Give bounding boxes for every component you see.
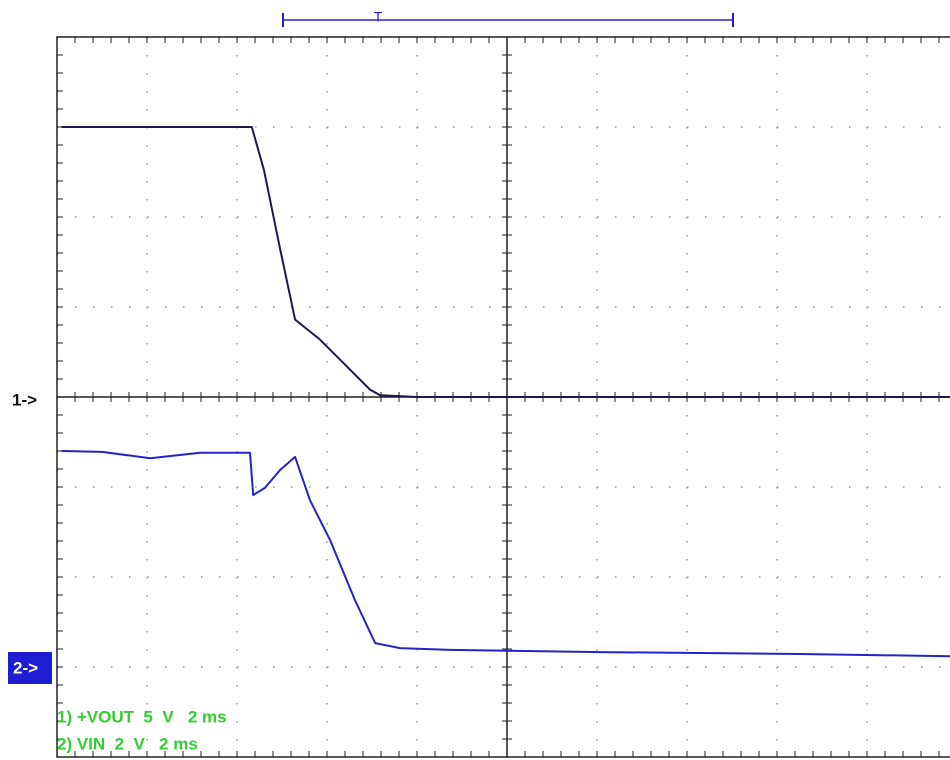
legend-entry: 2) VIN 2 V 2 ms [57, 734, 198, 753]
trace [61, 450, 950, 658]
trigger-label: T [374, 9, 383, 25]
channel2-marker-box [8, 652, 52, 684]
trace [61, 126, 950, 398]
trigger-bar: T [282, 9, 734, 27]
channel1-marker: 1-> [12, 390, 37, 409]
legend-entry: 1) +VOUT 5 V 2 ms [57, 707, 227, 726]
channel2-marker: 2-> [13, 658, 38, 677]
